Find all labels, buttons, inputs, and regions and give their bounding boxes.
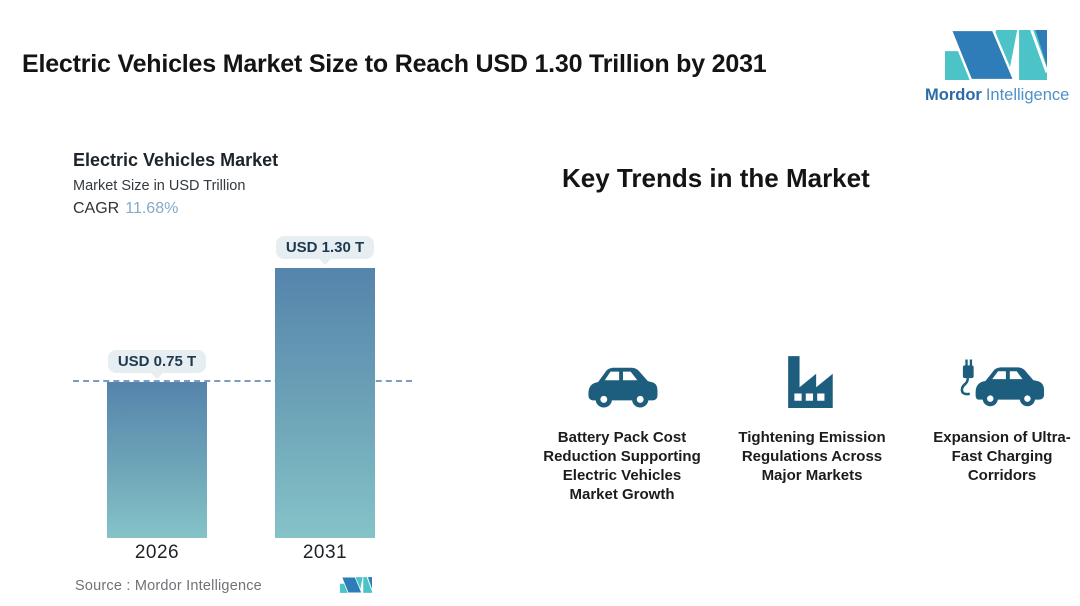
value-label-2031: USD 1.30 T xyxy=(276,236,374,259)
trends-heading: Key Trends in the Market xyxy=(562,163,870,193)
trend-caption: Tightening Emission Regulations Across M… xyxy=(738,429,886,484)
trend-item-fast-charging: Expansion of Ultra- Fast Charging Corrid… xyxy=(912,330,1080,485)
brand-name-bold: Mordor xyxy=(925,86,982,104)
bar-2031 xyxy=(275,268,375,538)
cagr-row: CAGR 11.68% xyxy=(73,200,278,218)
chart-header: Electric Vehicles Market Market Size in … xyxy=(73,150,278,218)
cagr-value: 11.68% xyxy=(125,200,179,217)
bar-2026 xyxy=(107,382,207,538)
trend-item-emission-regulations: Tightening Emission Regulations Across M… xyxy=(722,330,902,485)
source-row: Source : Mordor Intelligence xyxy=(75,576,412,594)
reference-line xyxy=(73,380,412,382)
bar-chart-plot: USD 0.75 T USD 1.30 T 2026 2031 xyxy=(73,236,412,563)
trend-caption: Battery Pack Cost Reduction Supporting E… xyxy=(543,429,701,503)
ev-charging-car-icon xyxy=(960,359,1045,407)
brand-name-light: Intelligence xyxy=(985,86,1070,104)
mordor-intelligence-logo-icon xyxy=(945,28,1047,82)
source-text: Source : Mordor Intelligence xyxy=(75,578,262,594)
trend-item-battery-cost: Battery Pack Cost Reduction Supporting E… xyxy=(532,330,712,504)
car-icon xyxy=(588,367,658,408)
brand-logo: Mordor Intelligence xyxy=(925,27,1070,105)
cagr-label: CAGR xyxy=(73,200,120,217)
chart-title: Electric Vehicles Market xyxy=(73,150,279,170)
chart-subtitle: Market Size in USD Trillion xyxy=(73,178,246,194)
factory-icon xyxy=(788,356,833,408)
trend-caption: Expansion of Ultra- Fast Charging Corrid… xyxy=(933,429,1071,484)
x-axis-label-2026: 2026 xyxy=(134,542,180,563)
x-axis-label-2031: 2031 xyxy=(302,542,348,563)
page-title: Electric Vehicles Market Size to Reach U… xyxy=(22,50,767,78)
brand-name: Mordor Intelligence xyxy=(925,86,1070,105)
value-label-2026: USD 0.75 T xyxy=(108,350,206,373)
mordor-intelligence-mini-logo-icon xyxy=(340,576,372,594)
